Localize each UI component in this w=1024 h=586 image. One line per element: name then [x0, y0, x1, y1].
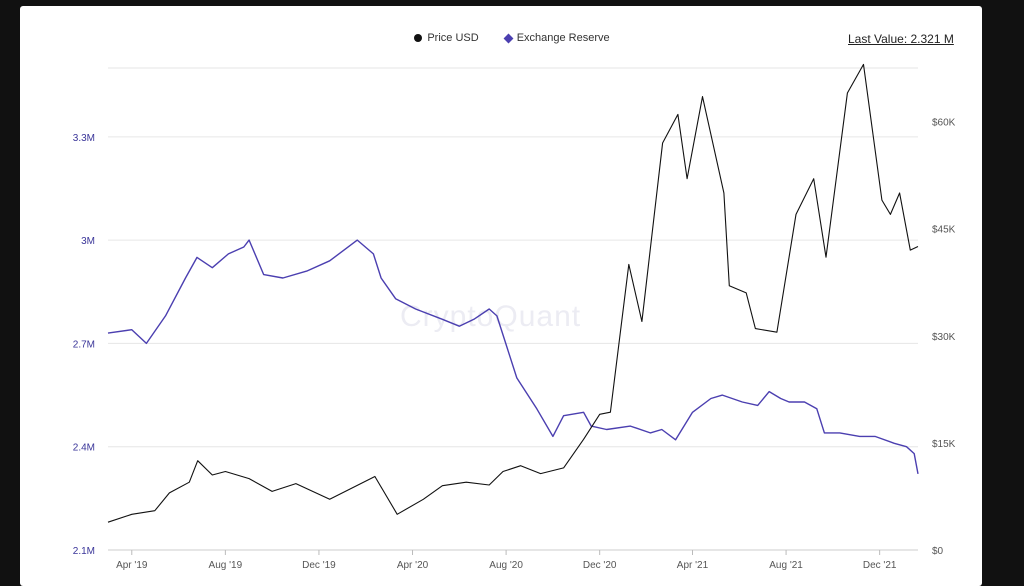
right-axis-tick-label: $15K — [932, 439, 956, 450]
x-axis-tick-label: Aug '20 — [489, 560, 523, 571]
left-axis-tick-label: 3M — [81, 236, 95, 247]
x-axis-tick-label: Aug '19 — [209, 560, 243, 571]
right-axis-tick-label: $30K — [932, 332, 956, 343]
price-usd-line[interactable] — [107, 63, 919, 523]
right-axis-tick-label: $45K — [932, 225, 956, 236]
x-axis-tick-label: Apr '21 — [677, 560, 709, 571]
legend-item-reserve[interactable]: Exchange Reserve — [503, 32, 610, 44]
chart-legend: Price USD Exchange Reserve — [0, 32, 1024, 44]
x-axis-tick-label: Dec '19 — [302, 560, 336, 571]
exchange-reserve-line[interactable] — [107, 239, 919, 475]
legend-item-price[interactable]: Price USD — [414, 32, 479, 44]
left-axis-tick-label: 2.7M — [73, 339, 95, 350]
legend-label-price: Price USD — [427, 32, 479, 44]
left-axis-tick-label: 2.4M — [73, 443, 95, 454]
left-axis-tick-label: 2.1M — [73, 546, 95, 557]
x-axis-tick-label: Aug '21 — [769, 560, 803, 571]
price-legend-marker — [414, 34, 423, 42]
x-axis-tick-label: Apr '20 — [397, 560, 429, 571]
legend-label-reserve: Exchange Reserve — [516, 32, 610, 44]
right-axis-tick-label: $0 — [932, 546, 944, 557]
x-axis-tick-label: Apr '19 — [116, 560, 148, 571]
x-axis-tick-label: Dec '20 — [583, 560, 617, 571]
last-value-label: Last Value: 2.321 M — [848, 32, 954, 46]
chart-card — [20, 6, 982, 586]
x-axis-tick-label: Dec '21 — [863, 560, 897, 571]
right-axis-tick-label: $60K — [932, 118, 956, 129]
left-axis-tick-label: 3.3M — [73, 133, 95, 144]
watermark: CryptoQuant — [400, 300, 582, 333]
